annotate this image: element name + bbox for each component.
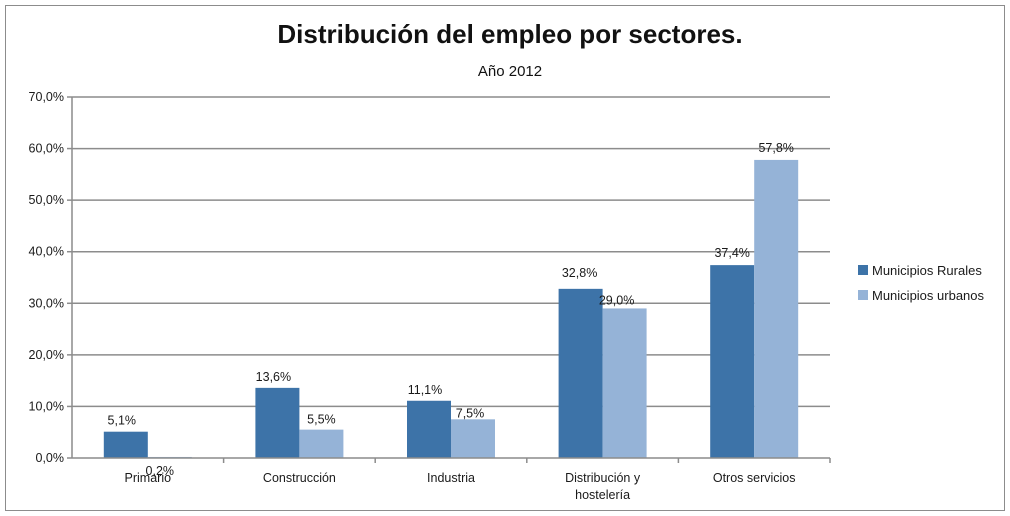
data-label: 37,4% <box>714 246 749 260</box>
data-label: 32,8% <box>562 266 597 280</box>
data-label: 0,2% <box>146 464 175 478</box>
legend-swatch <box>858 290 868 300</box>
y-tick-label: 40,0% <box>29 245 64 259</box>
x-tick-label: Industria <box>427 471 475 485</box>
bar <box>299 429 344 458</box>
data-label: 13,6% <box>256 370 291 384</box>
chart-title: Distribución del empleo por sectores. <box>277 19 742 49</box>
bar <box>558 288 603 458</box>
data-labels: 5,1% 0,2% 13,6% 5,5% 11,1% 7,5% 32,8%29,0% 37,4… <box>108 141 794 478</box>
data-label: 5,5% <box>307 413 336 427</box>
legend: Municipios Rurales Municipios urbanos <box>858 263 985 303</box>
axes: 0,0% 10,0% 20,0% 30,0% 40,0% 50,0% 60,0% 70,0% P… <box>29 90 831 502</box>
bar <box>103 431 148 458</box>
bar <box>451 419 495 458</box>
data-label: 11,1% <box>408 383 443 397</box>
y-tick-label: 70,0% <box>29 90 64 104</box>
y-tick-label: 50,0% <box>29 193 64 207</box>
y-tick-label: 60,0% <box>29 142 64 156</box>
chart-subtitle: Año 2012 <box>478 63 542 80</box>
data-label: 5,1% <box>108 414 137 428</box>
bar <box>710 265 755 458</box>
x-tick-label: Otros servicios <box>713 471 796 485</box>
x-tick-label: Primario <box>125 471 172 485</box>
y-tick-label: 0,0% <box>36 451 65 465</box>
x-tick-label: Construcción <box>263 471 336 485</box>
chart-frame <box>5 5 1005 511</box>
bars <box>103 159 799 458</box>
bar <box>255 387 300 458</box>
data-label: 57,8% <box>758 141 793 155</box>
legend-swatch <box>858 265 868 275</box>
bar <box>407 400 451 458</box>
data-label: 29,0% <box>599 293 634 307</box>
data-label: 7,5% <box>456 406 485 420</box>
y-tick-label: 20,0% <box>29 348 64 362</box>
bar <box>754 159 799 458</box>
y-tick-label: 10,0% <box>29 399 64 413</box>
gridlines <box>72 96 830 408</box>
legend-label: Municipios urbanos <box>872 288 985 303</box>
bar <box>602 308 647 458</box>
y-tick-label: 30,0% <box>29 296 64 310</box>
legend-label: Municipios Rurales <box>872 263 982 278</box>
x-tick-label: Distribución y hostelería <box>565 471 641 502</box>
